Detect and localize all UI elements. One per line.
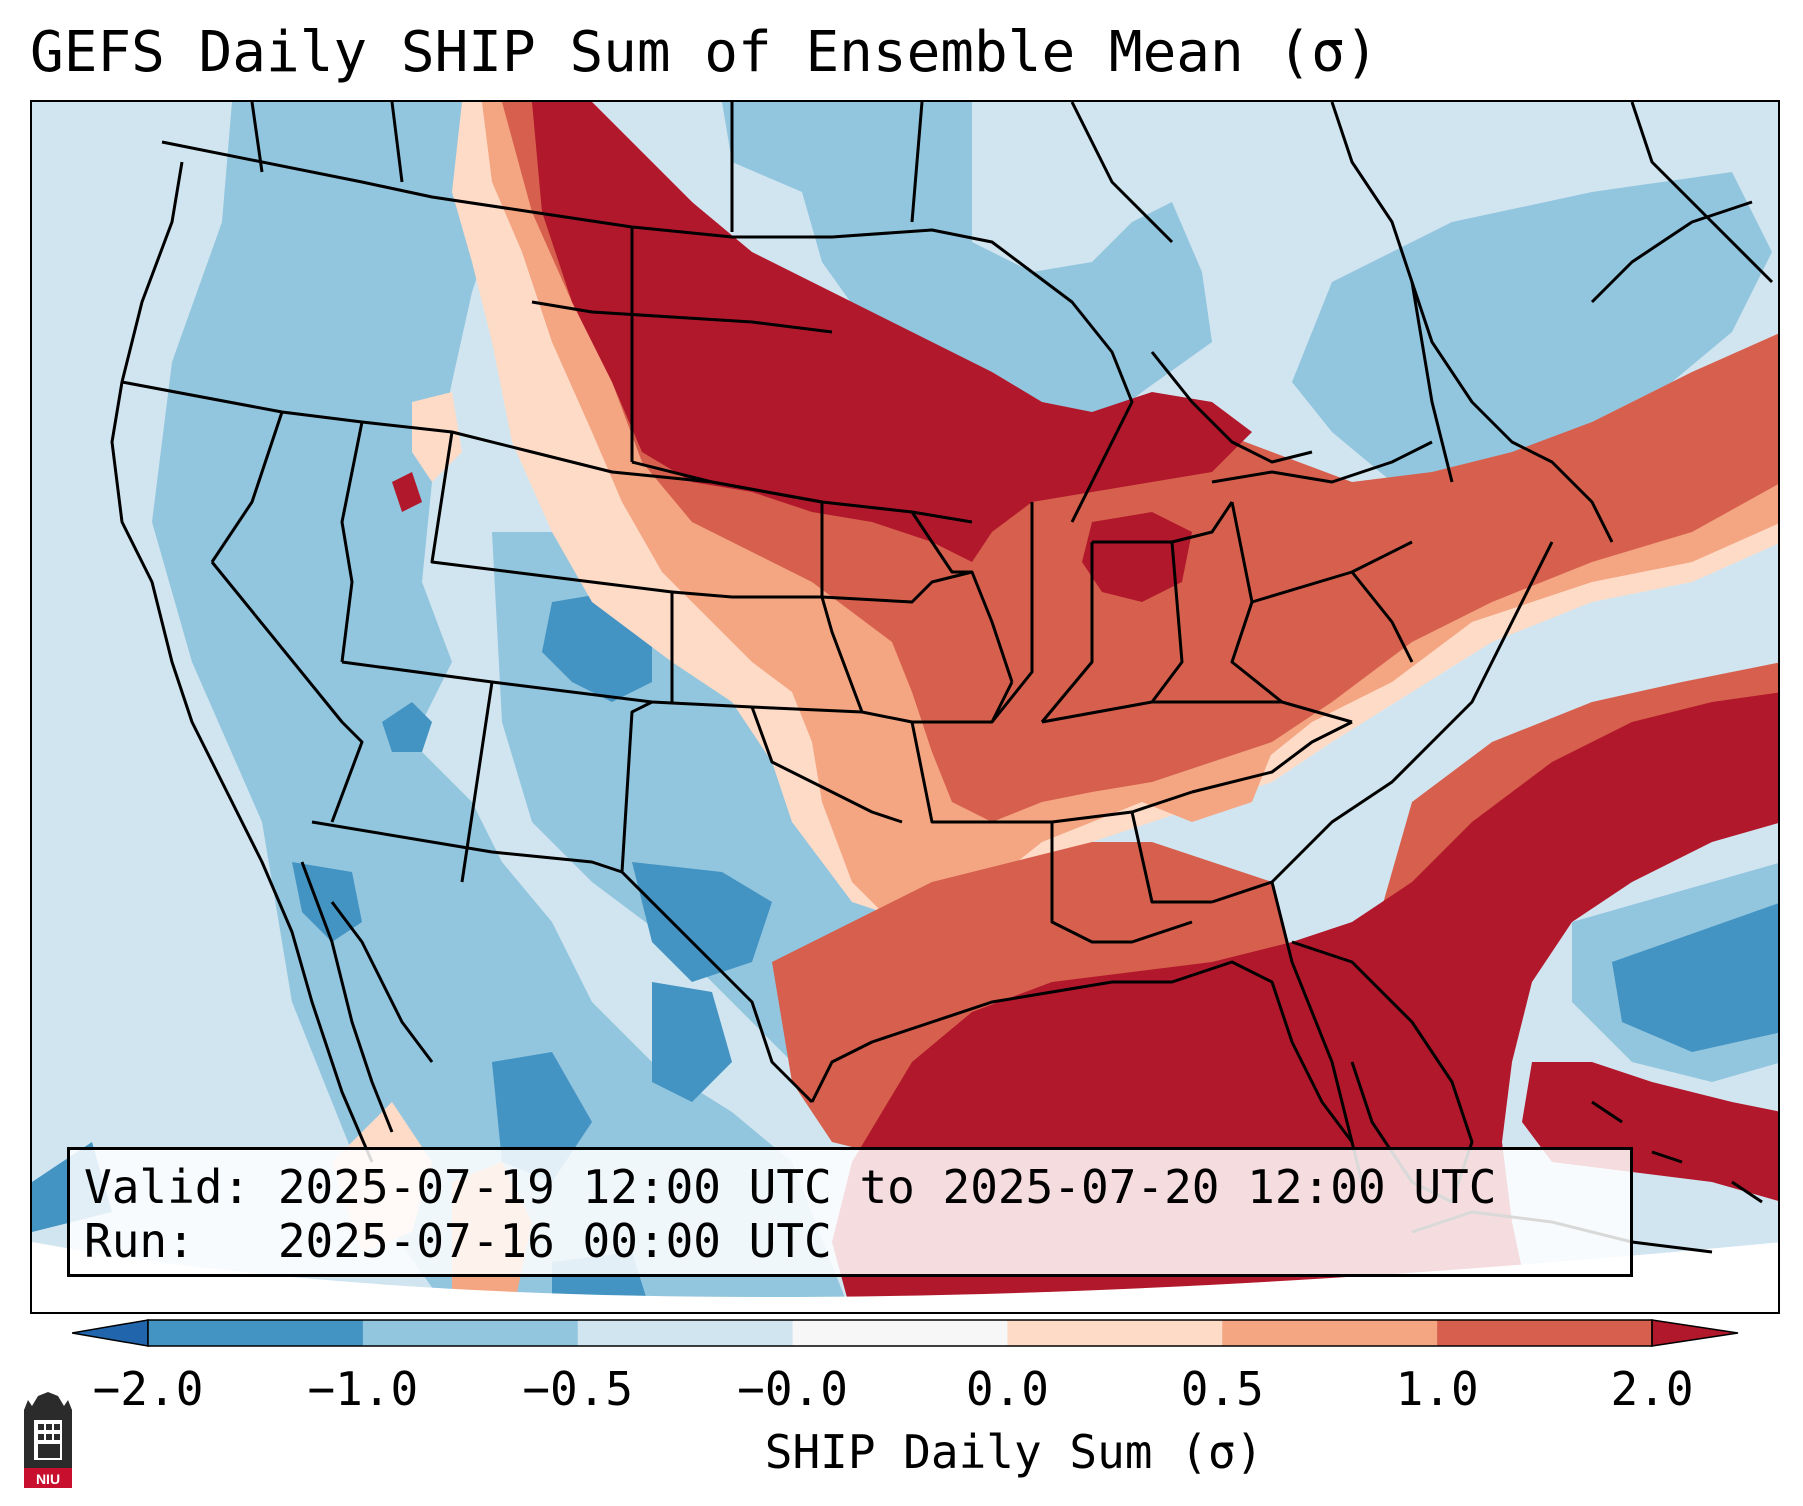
valid-run-box: Valid: 2025-07-19 12:00 UTC to 2025-07-2… bbox=[67, 1147, 1633, 1277]
outside-projection bbox=[32, 1242, 1778, 1312]
ship-field-map bbox=[32, 102, 1778, 1312]
colorbar-tick-label: −1.0 bbox=[307, 1362, 419, 1416]
colorbar-tick-label: 1.0 bbox=[1395, 1362, 1479, 1416]
colorbar-bin bbox=[1437, 1320, 1653, 1346]
valid-line: Valid: 2025-07-19 12:00 UTC to 2025-07-2… bbox=[84, 1160, 1497, 1214]
colorbar-bin bbox=[1222, 1320, 1438, 1346]
colorbar-tick-label: 0.0 bbox=[965, 1362, 1049, 1416]
colorbar-tick-label: −0.5 bbox=[522, 1362, 634, 1416]
colorbar-tick-label: 2.0 bbox=[1610, 1362, 1694, 1416]
colorbar-extend-low bbox=[72, 1319, 149, 1347]
map-panel bbox=[30, 100, 1780, 1314]
colorbar-label: SHIP Daily Sum (σ) bbox=[764, 1425, 1264, 1479]
colorbar-tick-label: 0.5 bbox=[1180, 1362, 1264, 1416]
logo-text: NIU bbox=[36, 1471, 60, 1487]
colorbar bbox=[72, 1319, 1739, 1347]
map-title: GEFS Daily SHIP Sum of Ensemble Mean (σ) bbox=[30, 20, 1379, 85]
colorbar-bin bbox=[577, 1320, 794, 1346]
colorbar-tick-label: −2.0 bbox=[92, 1362, 204, 1416]
colorbar-bin bbox=[148, 1320, 364, 1346]
colorbar-bin bbox=[362, 1320, 579, 1346]
colorbar-extend-high bbox=[1651, 1319, 1739, 1347]
run-line: Run: 2025-07-16 00:00 UTC bbox=[84, 1214, 832, 1268]
colorbar-bin bbox=[792, 1320, 1008, 1346]
colorbar-outline bbox=[147, 1319, 1653, 1347]
colorbar-bin bbox=[1007, 1320, 1223, 1346]
niu-logo-icon: NIU bbox=[24, 1392, 72, 1488]
colorbar-tick-label: −0.0 bbox=[737, 1362, 848, 1416]
